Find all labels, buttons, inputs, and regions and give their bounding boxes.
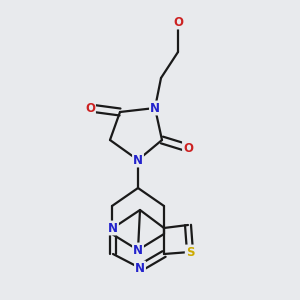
Text: S: S [186, 245, 194, 259]
Text: O: O [183, 142, 193, 154]
Text: N: N [108, 221, 118, 235]
Text: O: O [173, 16, 183, 28]
Text: O: O [85, 101, 95, 115]
Text: N: N [135, 262, 145, 275]
Text: N: N [133, 154, 143, 166]
Text: N: N [150, 101, 160, 115]
Text: N: N [133, 244, 143, 256]
